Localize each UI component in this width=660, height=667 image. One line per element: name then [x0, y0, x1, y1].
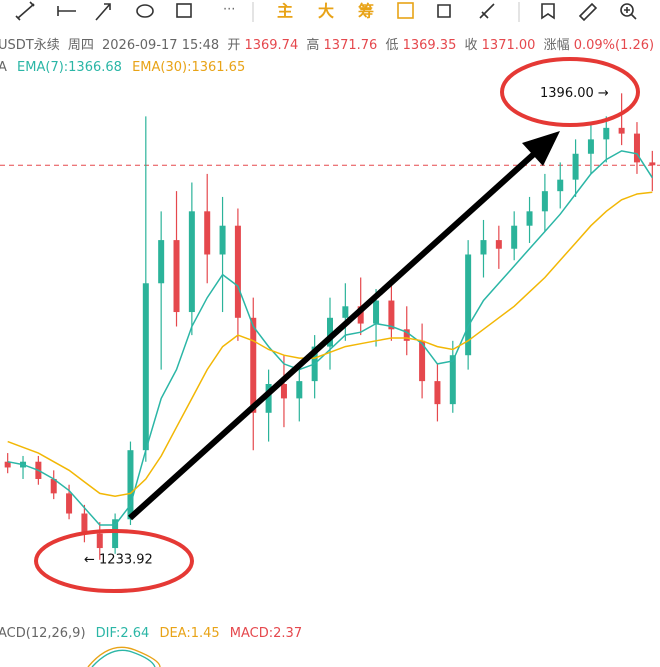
- candle-body: [250, 317, 257, 413]
- candle-body: [112, 519, 119, 549]
- close-label: 收: [465, 38, 478, 53]
- open-label: 开: [227, 38, 240, 53]
- highlight-ellipse: [500, 57, 640, 127]
- candle-body: [449, 355, 456, 405]
- candle-body: [219, 225, 226, 255]
- macd-curve: [87, 646, 161, 667]
- candle-body: [204, 211, 211, 255]
- candle-body: [66, 493, 73, 514]
- close: 1371.00: [482, 38, 536, 53]
- candle-body: [234, 225, 241, 318]
- macd-legend: ACD(12,26,9) DIF:2.64 DEA:1.45 MACD:2.37: [0, 626, 302, 641]
- candle-body: [327, 317, 333, 347]
- macd-curve: [91, 649, 156, 667]
- candle-body: [618, 127, 625, 134]
- ema-line: [7, 191, 653, 497]
- tool-bookmark[interactable]: [541, 3, 555, 20]
- candle-body: [280, 384, 287, 399]
- tool-sync[interactable]: [437, 4, 451, 18]
- header: USDT永续 周四 2026-09-17 15:48 开 1369.74 高 1…: [0, 37, 654, 53]
- candle-body: [342, 306, 349, 318]
- candle-body: [81, 513, 88, 534]
- dif: DIF:2.64: [96, 626, 150, 641]
- candle-body: [357, 306, 364, 324]
- candle-body: [388, 300, 395, 330]
- candle-body: [188, 211, 195, 313]
- tool-ruler[interactable]: [578, 2, 598, 22]
- ema-line: [7, 150, 653, 526]
- candle-body: [173, 240, 180, 313]
- candle-body: [127, 450, 134, 520]
- candle-body: [603, 127, 610, 140]
- tool-zoom[interactable]: [620, 3, 634, 17]
- candle-body: [572, 153, 579, 180]
- candle-body: [158, 240, 165, 284]
- candle-body: [633, 133, 640, 163]
- candle-body: [434, 381, 441, 405]
- tool-ellipse[interactable]: [136, 4, 154, 18]
- toolbar-label[interactable]: 大: [318, 2, 334, 21]
- candle-body: [419, 340, 426, 382]
- highlight-ellipse: [34, 529, 194, 593]
- low: 1369.35: [403, 38, 457, 53]
- price-annotation: 1396.00 →: [540, 86, 609, 101]
- toolbar: [15, 1, 637, 22]
- low-label: 低: [385, 38, 398, 53]
- candle-body: [649, 162, 656, 166]
- tool-hline[interactable]: [57, 6, 76, 16]
- candle-body: [96, 533, 103, 549]
- tool-trendline[interactable]: [15, 1, 35, 21]
- candle-body: [142, 283, 149, 451]
- macd-value: MACD:2.37: [230, 626, 302, 641]
- open: 1369.74: [244, 38, 298, 53]
- candle-body: [50, 478, 57, 494]
- candle-body: [465, 254, 472, 356]
- candle-body: [403, 329, 410, 341]
- candle-body: [557, 179, 564, 192]
- tool-box[interactable]: [397, 2, 414, 19]
- candle-body: [587, 139, 594, 154]
- ema-prefix: A: [0, 60, 7, 75]
- price-annotation: ← 1233.92: [84, 552, 153, 567]
- weekday: 周四: [68, 38, 94, 53]
- candle-body: [541, 191, 548, 212]
- change: 0.09%(1.26): [574, 38, 654, 53]
- ema30-legend: EMA(30):1361.65: [132, 60, 245, 75]
- candle-body: [480, 240, 487, 255]
- tool-arrow[interactable]: [95, 3, 111, 21]
- tool-fib[interactable]: [479, 3, 495, 19]
- candle-body: [373, 300, 380, 324]
- toolbar-label[interactable]: 主: [277, 2, 293, 21]
- tool-zoom-plus: [624, 7, 637, 20]
- tool-rect[interactable]: [176, 3, 192, 18]
- candle-body: [511, 225, 518, 249]
- candle-body: [526, 211, 533, 226]
- candle-body: [495, 240, 502, 249]
- trend-arrow: [127, 150, 538, 521]
- toolbar-more[interactable]: ···: [223, 3, 235, 18]
- candle-body: [296, 381, 303, 399]
- candle-body: [4, 461, 11, 468]
- symbol: USDT永续: [0, 38, 60, 53]
- ema7-legend: EMA(7):1366.68: [17, 60, 122, 75]
- high-label: 高: [306, 37, 319, 53]
- high: 1371.76: [324, 38, 378, 53]
- macd-label: ACD(12,26,9): [0, 626, 86, 641]
- datetime: 2026-09-17 15:48: [102, 38, 219, 53]
- candle-body: [265, 384, 272, 413]
- change-label: 涨幅: [544, 38, 570, 53]
- plot: [0, 93, 660, 560]
- toolbar-label[interactable]: 筹: [358, 2, 374, 21]
- arrow-head: [522, 131, 560, 166]
- ema-legend: A EMA(7):1366.68 EMA(30):1361.65: [0, 60, 245, 75]
- dea: DEA:1.45: [159, 626, 219, 641]
